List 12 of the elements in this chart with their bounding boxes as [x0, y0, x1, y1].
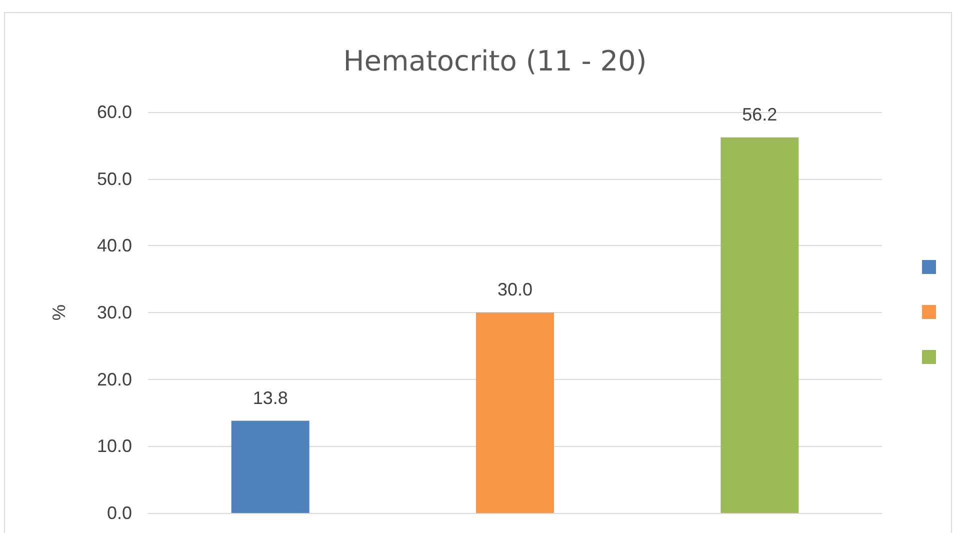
y-tick-label: 50.0: [96, 168, 132, 189]
data-label: 30.0: [497, 280, 533, 300]
y-tick-label: 0.0: [106, 503, 132, 523]
data-label: 56.2: [742, 104, 778, 124]
y-tick-label: 40.0: [96, 236, 132, 256]
y-tick-label: 20.0: [96, 369, 132, 390]
chart-title: Hematocrito (11 - 20): [343, 44, 647, 78]
data-label: 13.8: [252, 388, 288, 408]
y-tick-label: 60.0: [96, 102, 132, 122]
y-tick-label: 30.0: [96, 302, 132, 322]
y-tick-label: 10.0: [96, 436, 132, 456]
y-axis-title: %: [49, 304, 69, 321]
